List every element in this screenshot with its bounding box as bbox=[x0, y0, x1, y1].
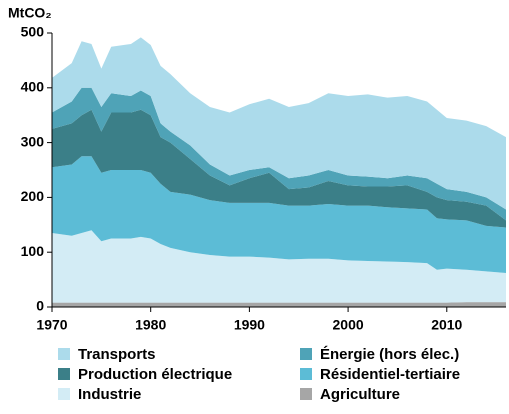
x-tick-label: 1970 bbox=[36, 317, 67, 333]
legend-swatch bbox=[300, 368, 312, 380]
area bbox=[52, 156, 506, 274]
legend-swatch bbox=[58, 368, 70, 380]
area bbox=[52, 230, 506, 303]
area bbox=[52, 302, 506, 307]
legend-swatch bbox=[58, 388, 70, 400]
legend-swatch bbox=[300, 348, 312, 360]
legend-swatch bbox=[58, 348, 70, 360]
area bbox=[52, 37, 506, 210]
y-tick-label: 0 bbox=[36, 298, 44, 314]
x-tick-label: 1990 bbox=[234, 317, 265, 333]
legend-label: Résidentiel-tertiaire bbox=[320, 366, 460, 383]
y-tick-label: 300 bbox=[21, 133, 45, 149]
x-tick-label: 2000 bbox=[333, 317, 364, 333]
legend-label: Industrie bbox=[78, 386, 141, 403]
x-tick-label: 1980 bbox=[135, 317, 166, 333]
legend-label: Agriculture bbox=[320, 386, 400, 403]
legend-label: Énergie (hors élec.) bbox=[320, 346, 459, 363]
legend-swatch bbox=[300, 388, 312, 400]
y-tick-label: 500 bbox=[21, 24, 45, 40]
y-tick-label: 400 bbox=[21, 79, 45, 95]
y-tick-label: 100 bbox=[21, 243, 45, 259]
legend-label: Transports bbox=[78, 346, 156, 363]
legend-label: Production électrique bbox=[78, 366, 232, 383]
y-axis-label: MtCO₂ bbox=[8, 5, 52, 21]
x-tick-label: 2010 bbox=[431, 317, 462, 333]
area bbox=[52, 109, 506, 228]
y-tick-label: 200 bbox=[21, 188, 45, 204]
area bbox=[52, 87, 506, 221]
